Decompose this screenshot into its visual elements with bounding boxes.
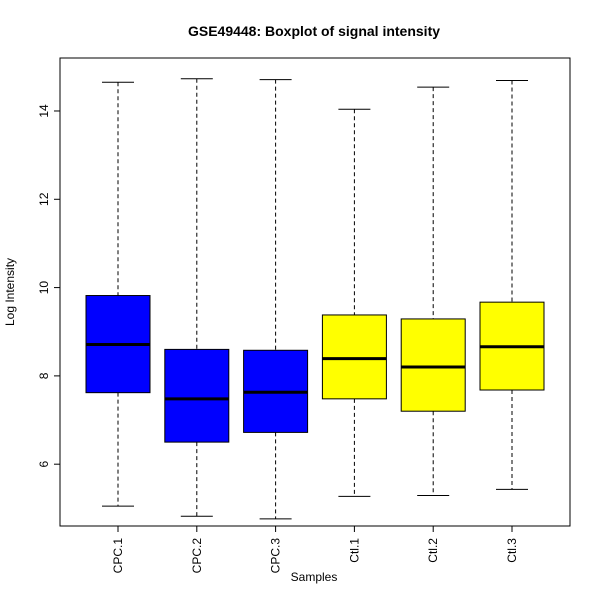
iqr-box bbox=[164, 348, 230, 443]
y-tick-label: 6 bbox=[37, 461, 51, 468]
y-axis: 6 8 10 12 14 bbox=[37, 104, 61, 468]
box-cpc-2 bbox=[164, 78, 230, 517]
y-tick-label: 10 bbox=[37, 281, 51, 295]
x-axis: CPC.1 CPC.2 CPC.3 Ctl.1 Ctl.2 Ctl.3 bbox=[111, 525, 519, 574]
iqr-box bbox=[400, 318, 466, 412]
y-tick-label: 12 bbox=[37, 192, 51, 206]
plot-frame bbox=[59, 57, 571, 527]
box-cpc-3 bbox=[243, 79, 309, 520]
x-tick-label: CPC.2 bbox=[190, 538, 204, 574]
boxes-group bbox=[85, 78, 545, 520]
box-cpc-1 bbox=[85, 81, 151, 507]
x-tick-label: CPC.3 bbox=[269, 538, 283, 574]
x-tick-label: CPC.1 bbox=[111, 538, 125, 574]
y-tick-label: 14 bbox=[37, 104, 51, 118]
box-ctl-1 bbox=[321, 108, 387, 497]
x-tick-label: Ctl.2 bbox=[426, 538, 440, 563]
box-ctl-2 bbox=[400, 86, 466, 497]
chart-title: GSE49448: Boxplot of signal intensity bbox=[188, 23, 440, 39]
y-tick-label: 8 bbox=[37, 372, 51, 379]
x-axis-label: Samples bbox=[291, 570, 338, 584]
iqr-box bbox=[321, 314, 387, 400]
x-tick-label: Ctl.1 bbox=[347, 538, 361, 563]
x-tick-label: Ctl.3 bbox=[505, 538, 519, 563]
box-ctl-3 bbox=[479, 80, 545, 490]
y-axis-label: Log Intensity bbox=[3, 258, 17, 326]
